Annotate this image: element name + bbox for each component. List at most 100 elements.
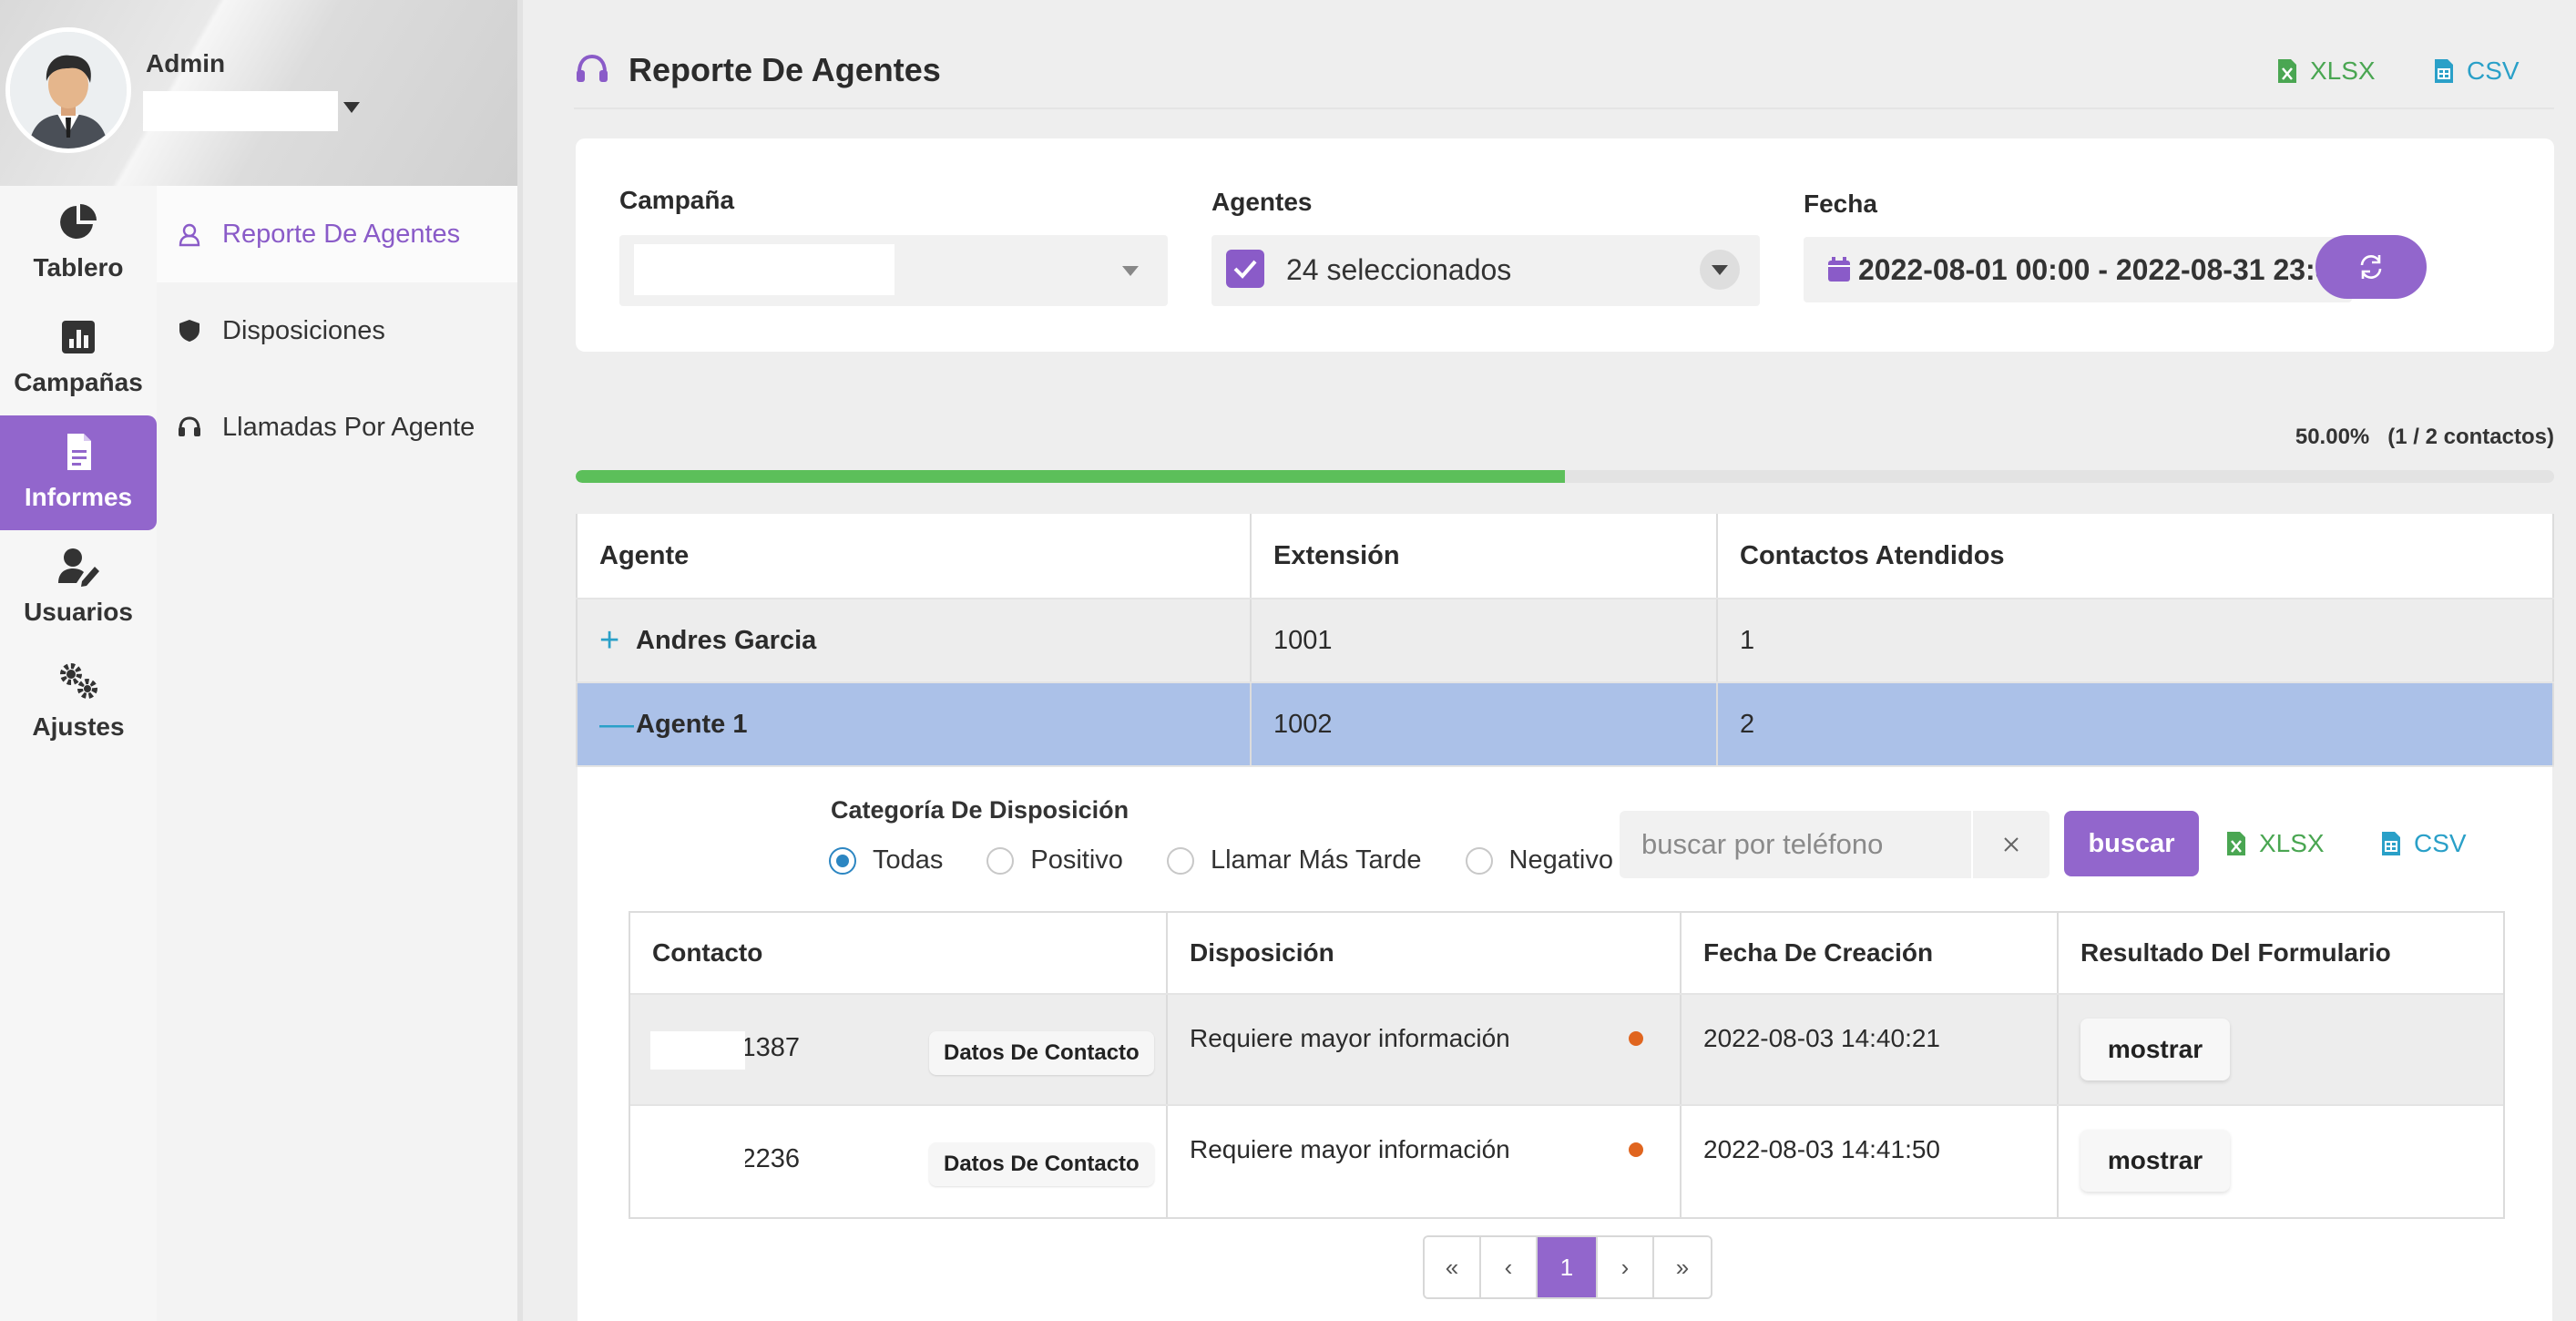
radio-icon bbox=[986, 846, 1015, 875]
contacts-cell: 2 bbox=[1718, 683, 2554, 765]
radio-label: Llamar Más Tarde bbox=[1210, 845, 1422, 875]
column-header-agente[interactable]: Agente bbox=[576, 514, 1252, 598]
disposition-text: Requiere mayor información bbox=[1190, 1135, 1510, 1163]
agents-select[interactable]: 24 seleccionados bbox=[1211, 235, 1760, 306]
last-page-button[interactable]: » bbox=[1654, 1237, 1711, 1297]
radio-negativo[interactable]: Negativo bbox=[1465, 845, 1613, 876]
headset-icon bbox=[179, 416, 200, 436]
table-row: 2236 Datos De Contacto Requiere mayor in… bbox=[630, 1106, 2503, 1217]
subnav-item-reporte-agentes[interactable]: Reporte De Agentes bbox=[157, 186, 517, 282]
category-radio-group: Todas Positivo Llamar Más Tarde Negativo bbox=[829, 845, 1613, 876]
radio-positivo[interactable]: Positivo bbox=[986, 845, 1123, 876]
excel-file-icon bbox=[2227, 832, 2245, 855]
phone-search-field bbox=[1620, 811, 1971, 878]
date-cell: 2022-08-03 14:41:50 bbox=[1682, 1106, 2059, 1217]
calendar-icon bbox=[1828, 257, 1850, 282]
agent-name: Agente 1 bbox=[636, 709, 748, 739]
show-form-button[interactable]: mostrar bbox=[2080, 1019, 2230, 1080]
contact-data-button[interactable]: Datos De Contacto bbox=[929, 1031, 1154, 1075]
main-sidebar bbox=[0, 186, 157, 1321]
date-range-value: 2022-08-01 00:00 - 2022-08-31 23:59 bbox=[1858, 253, 2348, 286]
table-row-selected[interactable]: — Agente 1 1002 2 bbox=[576, 683, 2554, 767]
export-label: CSV bbox=[2414, 829, 2467, 857]
gears-icon bbox=[60, 663, 97, 699]
column-header-resultado[interactable]: Resultado Del Formulario bbox=[2080, 938, 2391, 967]
column-header-contacto[interactable]: Contacto bbox=[630, 913, 1168, 993]
table-row[interactable]: + Andres Garcia 1001 1 bbox=[576, 599, 2554, 683]
sidebar-divider bbox=[517, 0, 523, 1321]
rail-item-campanas[interactable]: Campañas bbox=[0, 301, 157, 415]
result-cell: mostrar bbox=[2059, 995, 2505, 1104]
export-label: XLSX bbox=[2310, 56, 2376, 85]
user-edit-icon bbox=[58, 548, 99, 587]
contact-cell: 1387 Datos De Contacto bbox=[630, 995, 1168, 1104]
profile-name: Admin bbox=[146, 49, 226, 77]
column-header-disposicion[interactable]: Disposición bbox=[1168, 913, 1682, 993]
rail-label: Campañas bbox=[14, 368, 143, 396]
column-header-extension[interactable]: Extensión bbox=[1252, 514, 1718, 598]
rail-item-ajustes[interactable]: Ajustes bbox=[0, 645, 157, 760]
document-icon bbox=[67, 434, 91, 470]
status-dot bbox=[1629, 1142, 1643, 1157]
table-header-row: Agente Extensión Contactos Atendidos bbox=[576, 514, 2554, 599]
checkbox-icon[interactable] bbox=[1226, 250, 1264, 288]
column-header-contactos[interactable]: Contactos Atendidos bbox=[1718, 514, 2554, 598]
campaign-label: Campaña bbox=[619, 186, 735, 214]
column-header-fecha[interactable]: Fecha De Creación bbox=[1682, 913, 2059, 993]
agent-cell: — Agente 1 bbox=[576, 683, 1252, 765]
chevron-down-icon[interactable] bbox=[343, 102, 360, 113]
disposition-cell: Requiere mayor información bbox=[1168, 995, 1682, 1104]
radio-todas[interactable]: Todas bbox=[829, 845, 943, 876]
radio-label: Negativo bbox=[1508, 845, 1613, 875]
progress-bar bbox=[576, 470, 2554, 483]
page-title: Reporte De Agentes bbox=[629, 51, 941, 88]
detail-export-xlsx-button[interactable]: XLSX bbox=[2226, 829, 2325, 858]
radio-label: Todas bbox=[873, 845, 944, 875]
created-date: 2022-08-03 14:40:21 bbox=[1703, 1024, 1940, 1052]
profile-select[interactable] bbox=[143, 91, 338, 131]
refresh-button[interactable] bbox=[2315, 235, 2427, 299]
campaign-value bbox=[634, 244, 894, 295]
export-csv-button[interactable]: CSV bbox=[2434, 56, 2520, 86]
search-button[interactable]: buscar bbox=[2064, 811, 2199, 876]
subnav-label: Llamadas Por Agente bbox=[222, 412, 475, 442]
contact-cell: 2236 Datos De Contacto bbox=[630, 1106, 1168, 1217]
first-page-button[interactable]: « bbox=[1425, 1237, 1481, 1297]
chevron-down-icon[interactable] bbox=[1700, 250, 1740, 290]
radio-icon bbox=[1465, 846, 1493, 875]
show-form-button[interactable]: mostrar bbox=[2080, 1130, 2230, 1192]
rail-label: Ajustes bbox=[32, 712, 125, 741]
csv-file-icon bbox=[2435, 59, 2453, 83]
pie-chart-icon bbox=[60, 204, 97, 239]
next-page-button[interactable]: › bbox=[1598, 1237, 1654, 1297]
phone-search-input[interactable] bbox=[1620, 811, 1971, 878]
prev-page-button[interactable]: ‹ bbox=[1481, 1237, 1538, 1297]
disposition-cell: Requiere mayor información bbox=[1168, 1106, 1682, 1217]
progress-fill bbox=[576, 470, 1565, 483]
clear-search-button[interactable] bbox=[1973, 811, 2050, 878]
date-range-input[interactable]: 2022-08-01 00:00 - 2022-08-31 23:59 bbox=[1804, 237, 2352, 302]
page-button-current[interactable]: 1 bbox=[1538, 1237, 1598, 1297]
agent-icon bbox=[179, 223, 200, 247]
export-xlsx-button[interactable]: XLSX bbox=[2277, 56, 2376, 86]
radio-llamar-mas-tarde[interactable]: Llamar Más Tarde bbox=[1166, 845, 1422, 876]
expand-icon[interactable]: + bbox=[599, 621, 620, 660]
contact-phone: 2236 bbox=[741, 1144, 800, 1173]
redacted-phone bbox=[650, 1031, 745, 1070]
pagination: « ‹ 1 › » bbox=[1423, 1235, 1712, 1299]
subnav-item-llamadas-agente[interactable]: Llamadas Por Agente bbox=[157, 379, 517, 476]
rail-item-tablero[interactable]: Tablero bbox=[0, 186, 157, 301]
avatar[interactable] bbox=[5, 27, 131, 153]
campaign-select[interactable] bbox=[619, 235, 1168, 306]
detail-export-csv-button[interactable]: CSV bbox=[2381, 829, 2467, 858]
contact-data-button[interactable]: Datos De Contacto bbox=[929, 1142, 1154, 1186]
rail-item-usuarios[interactable]: Usuarios bbox=[0, 530, 157, 645]
subnav-item-disposiciones[interactable]: Disposiciones bbox=[157, 282, 517, 379]
date-cell: 2022-08-03 14:40:21 bbox=[1682, 995, 2059, 1104]
contacts-cell: 1 bbox=[1718, 599, 2554, 681]
contacts-table: Contacto Disposición Fecha De Creación R… bbox=[629, 911, 2505, 1219]
progress-label: 50.00% (1 / 2 contactos) bbox=[2295, 425, 2554, 450]
rail-item-informes[interactable]: Informes bbox=[0, 415, 157, 530]
collapse-icon[interactable]: — bbox=[599, 705, 634, 743]
category-label: Categoría De Disposición bbox=[831, 796, 1130, 824]
